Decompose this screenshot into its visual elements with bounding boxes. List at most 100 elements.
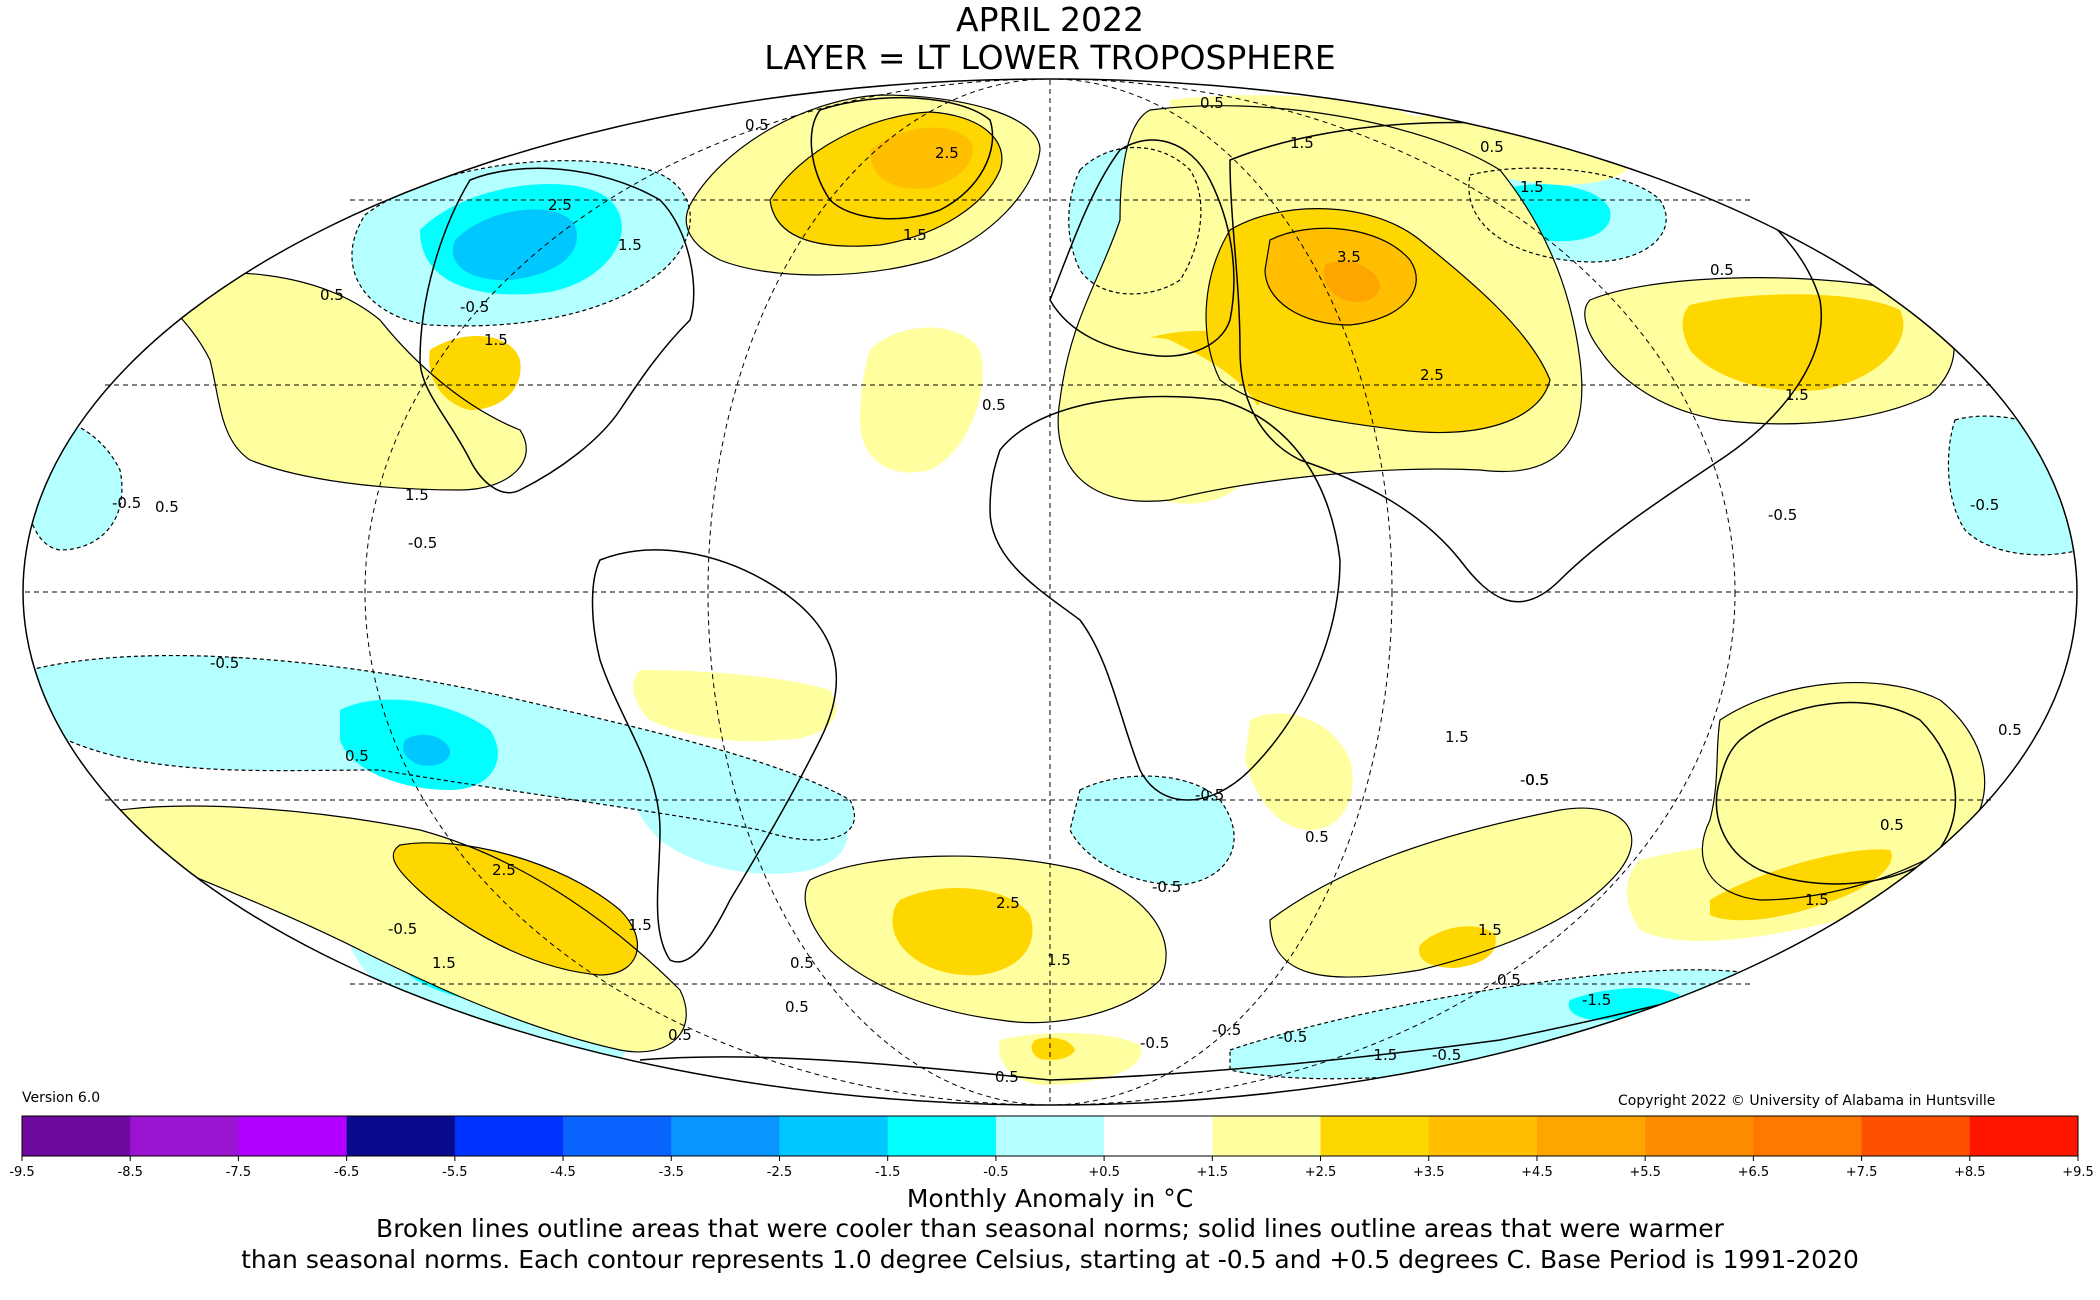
contour-label: -1.5 bbox=[1368, 1046, 1397, 1064]
contour-label: 0.5 bbox=[320, 286, 344, 304]
colorbar-tick-label: +8.5 bbox=[1954, 1165, 1986, 1180]
contour-label: 2.5 bbox=[1420, 366, 1444, 384]
contour-label: -0.5 bbox=[1970, 496, 1999, 514]
colorbar-swatch bbox=[563, 1116, 672, 1156]
warm-region-north-canada bbox=[1170, 95, 1420, 165]
contour-label: 0.5 bbox=[1710, 261, 1734, 279]
cool-region-south-africa bbox=[1070, 776, 1235, 885]
contour-label: 0.5 bbox=[1880, 816, 1904, 834]
australia-outline bbox=[1715, 701, 1957, 885]
anomaly-shading bbox=[23, 95, 2077, 1085]
contour-label: -0.5 bbox=[1195, 786, 1224, 804]
warm-region-indian-ocean bbox=[1270, 808, 1632, 978]
colorbar-tick-label: +9.5 bbox=[2062, 1165, 2094, 1180]
contour-label: 0.5 bbox=[155, 498, 179, 516]
colorbar-swatch bbox=[1320, 1116, 1430, 1156]
warm-region-north-pacific-core bbox=[429, 336, 521, 410]
caption-line-1: Broken lines outline areas that were coo… bbox=[376, 1214, 1724, 1243]
contour-label: 0.5 bbox=[1497, 971, 1521, 989]
colorbar-tick-label: +7.5 bbox=[1846, 1165, 1878, 1180]
warm-region-madagascar bbox=[1245, 713, 1353, 830]
contour-label: 0.5 bbox=[1200, 94, 1224, 112]
warm-region-eurasia-peak bbox=[1323, 261, 1380, 302]
colorbar-swatch bbox=[1645, 1116, 1754, 1156]
colorbar-swatches bbox=[22, 1116, 2079, 1156]
contour-label: -0.5 bbox=[1520, 771, 1549, 789]
contour-label: 2.5 bbox=[935, 144, 959, 162]
warm-region-south-atlantic-core bbox=[892, 888, 1033, 976]
contour-label: 1.5 bbox=[405, 486, 429, 504]
colorbar-swatch bbox=[130, 1116, 239, 1156]
colorbar-tick-label: -5.5 bbox=[442, 1165, 467, 1180]
colorbar-swatch bbox=[346, 1116, 456, 1156]
colorbar-swatch bbox=[1861, 1116, 1971, 1156]
colorbar-tick-label: -3.5 bbox=[659, 1165, 684, 1180]
contour-label: 2.5 bbox=[548, 196, 572, 214]
contour-label: 3.5 bbox=[1337, 248, 1361, 266]
caption-line-2: than seasonal norms. Each contour repres… bbox=[241, 1245, 1859, 1274]
colorbar-tick-label: +6.5 bbox=[1738, 1165, 1770, 1180]
contour-label: -0.5 bbox=[460, 298, 489, 316]
contour-label: 1.5 bbox=[484, 331, 508, 349]
warm-region-indian-ocean-core bbox=[1419, 926, 1496, 968]
map-subtitle: LAYER = LT LOWER TROPOSPHERE bbox=[764, 38, 1336, 77]
warm-region-north-pacific bbox=[150, 272, 527, 490]
colorbar-swatch bbox=[671, 1116, 780, 1156]
warm-region-north-atlantic bbox=[860, 327, 983, 473]
contour-label: 1.5 bbox=[1520, 178, 1544, 196]
coastlines bbox=[419, 96, 1957, 1081]
cool-region-antarctica-core bbox=[1568, 988, 1680, 1020]
colorbar-swatch bbox=[887, 1116, 997, 1156]
contour-lines bbox=[119, 94, 1986, 1053]
warm-region-antarctic-peninsula-core bbox=[1031, 1037, 1075, 1060]
colorbar-tick-label: +1.5 bbox=[1197, 1165, 1229, 1180]
colorbar-tick-label: -1.5 bbox=[875, 1165, 900, 1180]
contour-label: 1.5 bbox=[1805, 891, 1829, 909]
contour-label: -0.5 bbox=[112, 494, 141, 512]
contour-label: -0.5 bbox=[1432, 1046, 1461, 1064]
contour-label: -0.5 bbox=[408, 534, 437, 552]
contour-label: 1.5 bbox=[1785, 386, 1809, 404]
globe-outline bbox=[22, 78, 2078, 1106]
warm-region-north-africa-outer bbox=[1060, 337, 1265, 504]
colorbar-swatch bbox=[995, 1116, 1105, 1156]
warm-region-new-zealand bbox=[1710, 849, 1892, 921]
greenland-outline bbox=[810, 96, 994, 220]
colorbar-swatch bbox=[238, 1116, 348, 1156]
colorbar-swatch bbox=[1428, 1116, 1538, 1156]
colorbar-swatch bbox=[454, 1116, 564, 1156]
warm-region-west-pacific-core bbox=[1682, 294, 1904, 391]
copyright-label: Copyright 2022 © University of Alabama i… bbox=[1618, 1093, 1996, 1109]
colorbar-tick-label: -4.5 bbox=[550, 1165, 575, 1180]
warm-region-south-america bbox=[633, 670, 837, 742]
colorbar-units-label: Monthly Anomaly in °C bbox=[906, 1184, 1194, 1213]
colorbar-swatch bbox=[22, 1116, 131, 1156]
anomaly-map: 0.5 0.5 2.5 1.5 0.5 1.5 1.5 2.5 1.5 0.5 … bbox=[22, 78, 2078, 1106]
colorbar-tick-label: +2.5 bbox=[1305, 1165, 1337, 1180]
colorbar: -9.5 -8.5 -7.5 -6.5 -5.5 -4.5 -3.5 -2.5 -1.5 -0.5… bbox=[9, 1115, 2094, 1180]
warm-region-south-pacific bbox=[120, 806, 687, 1052]
contour-label: -0.5 bbox=[1152, 878, 1181, 896]
colorbar-tick-label: -9.5 bbox=[9, 1165, 34, 1180]
colorbar-ticks: -9.5 -8.5 -7.5 -6.5 -5.5 -4.5 -3.5 -2.5 -1.5 -0.5… bbox=[9, 1156, 2094, 1180]
contour-label: 1.5 bbox=[628, 916, 652, 934]
colorbar-swatch bbox=[1753, 1116, 1863, 1156]
contour-label: 0.5 bbox=[982, 396, 1006, 414]
colorbar-tick-label: -0.5 bbox=[983, 1165, 1008, 1180]
contour-label: -0.5 bbox=[1278, 1028, 1307, 1046]
colorbar-swatch bbox=[1212, 1116, 1322, 1156]
contour-label: 0.5 bbox=[668, 1026, 692, 1044]
contour-label: 2.5 bbox=[996, 894, 1020, 912]
colorbar-tick-label: -6.5 bbox=[334, 1165, 359, 1180]
colorbar-swatch bbox=[1536, 1116, 1646, 1156]
contour-label: 1.5 bbox=[1478, 921, 1502, 939]
contour-label: 1.5 bbox=[432, 954, 456, 972]
contour-label: 2.5 bbox=[492, 861, 516, 879]
contour-label: 0.5 bbox=[1305, 828, 1329, 846]
warm-region-greenland-inner bbox=[870, 127, 973, 189]
colorbar-tick-label: +5.5 bbox=[1629, 1165, 1661, 1180]
colorbar-tick-label: -7.5 bbox=[226, 1165, 251, 1180]
cool-region-north-america-inner bbox=[452, 209, 577, 281]
colorbar-frame bbox=[21, 1115, 2079, 1157]
colorbar-swatch bbox=[1969, 1116, 2079, 1156]
